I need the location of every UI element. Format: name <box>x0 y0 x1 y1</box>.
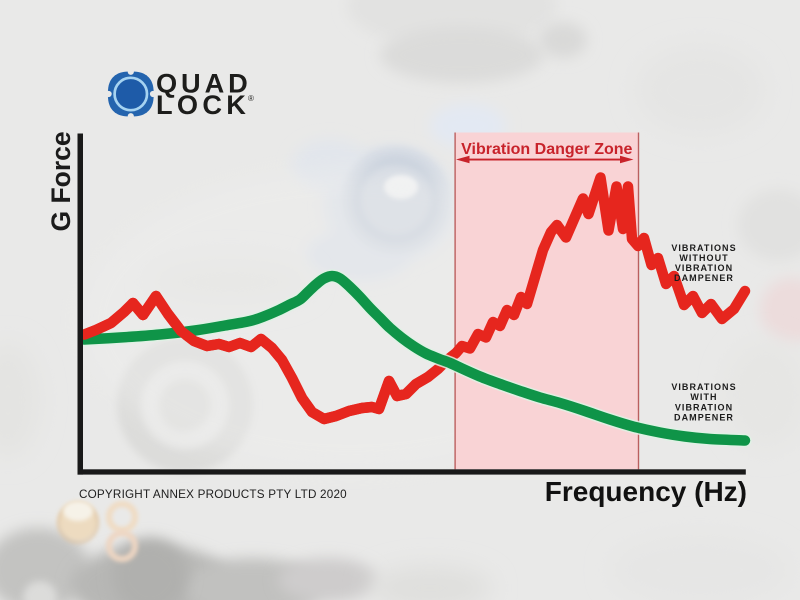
svg-text:Frequency (Hz): Frequency (Hz) <box>545 476 747 507</box>
svg-text:G Force: G Force <box>46 131 76 231</box>
svg-text:VIBRATION: VIBRATION <box>675 263 733 273</box>
svg-text:Vibration Danger Zone: Vibration Danger Zone <box>461 141 632 158</box>
svg-text:VIBRATION: VIBRATION <box>675 403 733 413</box>
svg-text:COPYRIGHT ANNEX PRODUCTS PTY L: COPYRIGHT ANNEX PRODUCTS PTY LTD 2020 <box>79 488 347 501</box>
svg-text:VIBRATIONS: VIBRATIONS <box>671 382 736 392</box>
svg-text:LOCK: LOCK <box>156 89 250 120</box>
svg-text:WITHOUT: WITHOUT <box>679 253 728 263</box>
svg-text:®: ® <box>248 94 254 103</box>
svg-text:DAMPENER: DAMPENER <box>674 273 734 283</box>
svg-text:DAMPENER: DAMPENER <box>674 413 734 423</box>
svg-text:VIBRATIONS: VIBRATIONS <box>671 243 736 253</box>
svg-text:QUAD: QUAD <box>156 68 252 99</box>
svg-text:WITH: WITH <box>690 392 717 402</box>
